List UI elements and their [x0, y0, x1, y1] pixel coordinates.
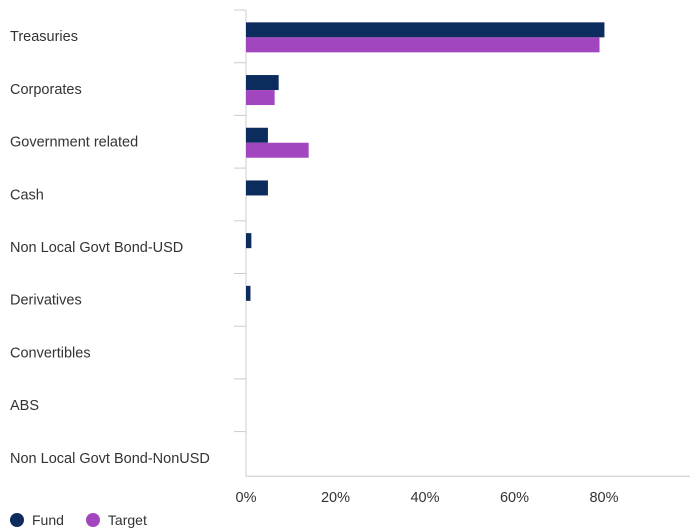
bar-fund-0	[246, 22, 605, 38]
bar-fund-1	[246, 75, 279, 91]
x-tick-label: 40%	[410, 490, 439, 506]
category-label: Non Local Govt Bond-NonUSD	[10, 451, 210, 467]
x-tick-label: 80%	[589, 490, 618, 506]
legend: Fund Target	[10, 512, 169, 528]
category-label: Convertibles	[10, 345, 91, 361]
category-label: Derivatives	[10, 293, 82, 309]
category-label: Non Local Govt Bond-USD	[10, 240, 183, 256]
bar-fund-2	[246, 127, 268, 143]
bar-fund-3	[246, 180, 268, 196]
legend-label-fund: Fund	[32, 512, 64, 528]
category-label: Corporates	[10, 82, 82, 98]
tick-labels: 0% 20% 40% 60% 80%	[236, 490, 619, 506]
legend-item-fund: Fund	[10, 512, 64, 528]
bar-fund-4	[246, 233, 252, 249]
legend-swatch-fund	[10, 513, 24, 527]
bar-chart: Treasuries Corporates Government related Ca…	[10, 9, 690, 506]
bar-target-0	[246, 37, 600, 53]
legend-item-target: Target	[85, 512, 147, 528]
bar-target-2	[246, 142, 309, 158]
x-tick-label: 20%	[321, 490, 350, 506]
bars	[246, 22, 605, 301]
category-label: Government related	[10, 135, 138, 151]
category-label: Treasuries	[10, 29, 78, 45]
bar-target-1	[246, 90, 275, 106]
x-tick-label: 60%	[500, 490, 529, 506]
legend-swatch-target	[85, 513, 100, 527]
bar-fund-5	[246, 285, 251, 301]
axis	[234, 9, 690, 477]
category-labels: Treasuries Corporates Government related Ca…	[10, 29, 210, 467]
category-label: Cash	[10, 187, 44, 203]
category-label: ABS	[10, 398, 39, 414]
x-tick-label: 0%	[236, 490, 257, 506]
legend-label-target: Target	[107, 512, 147, 528]
